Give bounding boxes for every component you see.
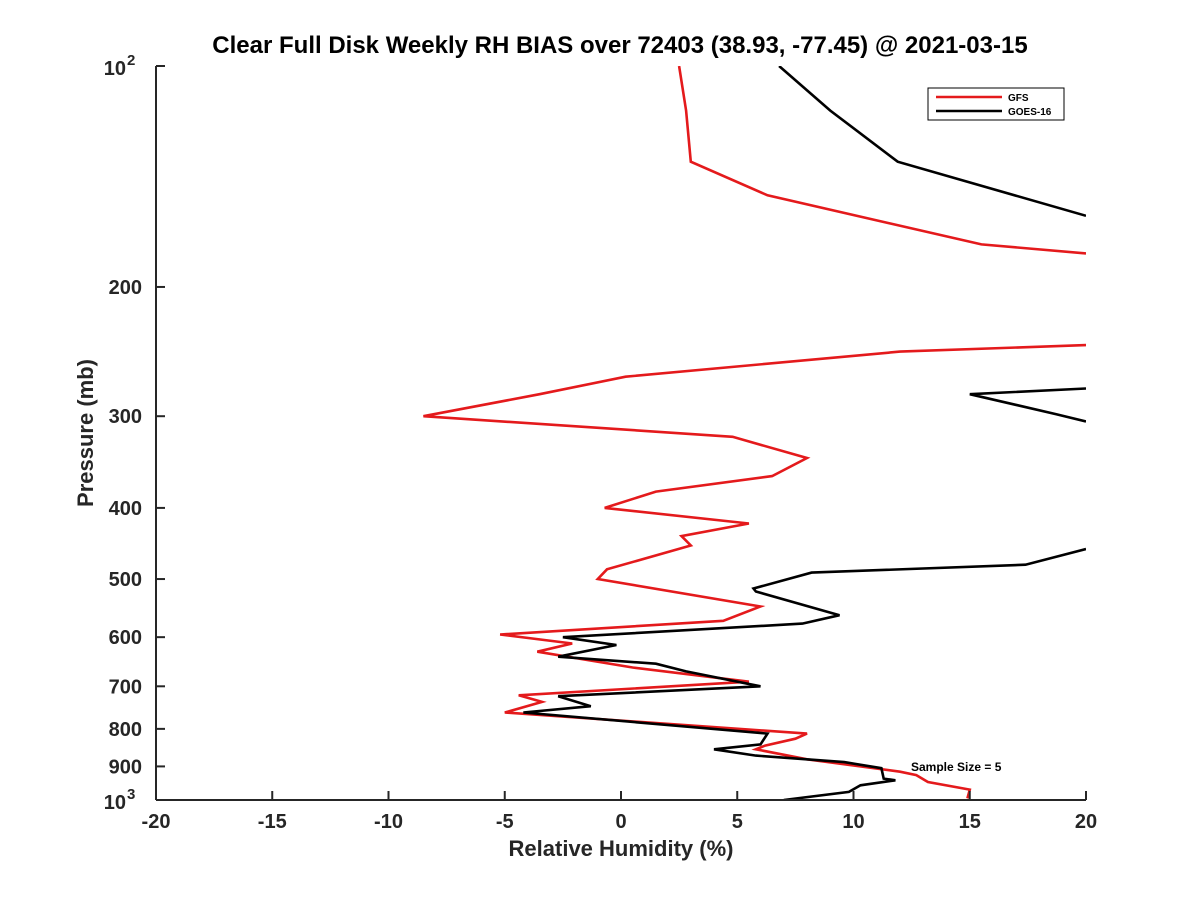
y-tick-label: 200: [109, 277, 142, 299]
y-tick-label: 10: [104, 792, 126, 814]
y-axis-label: Pressure (mb): [73, 359, 98, 507]
legend: GFS GOES-16: [927, 87, 1065, 121]
series-line-goes16-segment-1: [778, 66, 1086, 218]
chart-title: Clear Full Disk Weekly RH BIAS over 7240…: [212, 32, 1027, 59]
x-axis-ticks: -20 -15 -10 -5 0 5 10 15 20: [142, 791, 1097, 833]
x-axis-label: Relative Humidity (%): [509, 836, 734, 861]
series-layer: [423, 66, 1086, 800]
x-tick-label: 5: [732, 811, 743, 833]
legend-label-gfs: GFS: [1008, 93, 1029, 104]
x-tick-label: -5: [496, 811, 514, 833]
y-tick-label: 700: [109, 676, 142, 698]
y-tick-exponent: 2: [127, 52, 135, 69]
series-line-goes16-segment-2: [969, 387, 1086, 423]
y-tick-label: 10: [104, 58, 126, 80]
series-line-goes16-segment-3: [523, 547, 1086, 800]
y-tick-label: 800: [109, 719, 142, 741]
x-tick-label: 15: [959, 811, 981, 833]
series-line-gfs-segment-1: [677, 66, 1086, 255]
x-tick-label: -15: [258, 811, 287, 833]
x-tick-label: -20: [142, 811, 171, 833]
sample-size-annotation: Sample Size = 5: [911, 760, 1002, 774]
legend-box: [927, 87, 1065, 121]
y-tick-label: 600: [109, 627, 142, 649]
y-tick-label: 900: [109, 756, 142, 778]
series-line-gfs-segment-2: [423, 343, 1086, 799]
y-tick-label: 400: [109, 498, 142, 520]
x-tick-label: 20: [1075, 811, 1097, 833]
x-tick-label: -10: [374, 811, 403, 833]
y-tick-exponent: 3: [127, 786, 135, 803]
legend-label-goes16: GOES-16: [1008, 107, 1052, 118]
y-tick-label: 300: [109, 406, 142, 428]
y-tick-label: 500: [109, 569, 142, 591]
x-tick-label: 10: [842, 811, 864, 833]
x-tick-label: 0: [615, 811, 626, 833]
